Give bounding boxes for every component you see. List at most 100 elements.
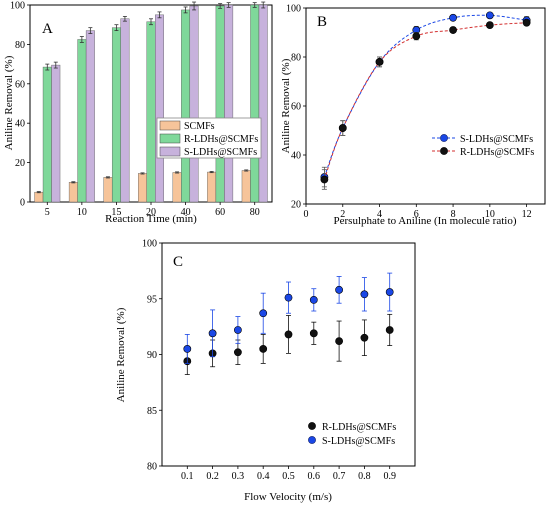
a-err-s2-0 — [53, 61, 58, 69]
c-point-s1-7 — [360, 290, 369, 299]
b-point-s1-1 — [338, 124, 347, 132]
a-bar-s0-4 — [172, 172, 182, 203]
a-err-s0-2 — [105, 176, 110, 179]
a-ytick-label-5: 100 — [10, 1, 25, 12]
a-bar-s1-3 — [146, 21, 156, 203]
panel-b-xlabel: Persulphate to Aniline (In molecule rati… — [334, 215, 517, 227]
a-err-s0-1 — [71, 181, 76, 184]
c-point-s0-7 — [360, 333, 369, 342]
a-bar-s0-6 — [241, 170, 251, 203]
a-bar-s0-1 — [68, 182, 78, 203]
panel-a-label: A — [42, 21, 53, 37]
c-xtick-label-4: 0.5 — [282, 471, 295, 482]
c-point-s1-3 — [259, 309, 268, 318]
b-xtick-label-0: 0 — [304, 209, 309, 220]
b-xtick-label-3: 6 — [414, 209, 419, 220]
legend-label-s-ldhs-b: S-LDHs@SCMFs — [460, 134, 533, 145]
panel-b-axes: 0 2 4 6 8 10 12 20 40 60 80 100 — [286, 4, 532, 221]
a-err-s0-3 — [140, 172, 145, 175]
a-bar-s2-6 — [258, 4, 268, 203]
panel-c-series — [183, 272, 394, 375]
a-err-s2-2 — [122, 16, 127, 22]
a-bar-s2-1 — [85, 30, 95, 203]
legend-label-r-ldhs-c: R-LDHs@SCMFs — [322, 422, 396, 433]
c-xtick-label-2: 0.3 — [232, 471, 245, 482]
a-err-s1-2 — [114, 24, 119, 32]
c-point-s0-5 — [309, 329, 318, 338]
a-xtick-label-4: 40 — [181, 207, 191, 218]
panel-a-legend: SCMFs R-LDHs@SCMFs S-LDHs@SCMFs — [156, 117, 262, 159]
panel-b-frame — [305, 7, 546, 205]
a-bar-s2-0 — [51, 64, 61, 203]
legend-label-r-ldhs: R-LDHs@SCMFs — [184, 134, 258, 145]
b-ytick-label-0: 20 — [291, 200, 301, 211]
panel-b-label: B — [317, 14, 327, 30]
panel-c-ylabel: Aniline Removal (%) — [115, 307, 127, 402]
legend-swatch-s-ldhs — [159, 146, 181, 157]
b-xtick-label-5: 10 — [485, 209, 495, 220]
b-point-s1-3 — [412, 32, 421, 41]
b-point-s1-6 — [522, 18, 531, 27]
b-point-s0-5 — [485, 11, 494, 20]
b-ytick-label-3: 80 — [291, 53, 301, 64]
a-err-s1-4 — [183, 6, 188, 14]
legend-label-scmfs: SCMFs — [184, 121, 215, 132]
legend-label-s-ldhs-c: S-LDHs@SCMFs — [322, 436, 395, 447]
c-point-s1-2 — [233, 326, 242, 334]
a-err-s2-1 — [88, 27, 93, 34]
a-bar-s0-0 — [34, 191, 44, 203]
a-xtick-label-0: 5 — [45, 207, 50, 218]
a-ytick-label-3: 60 — [15, 79, 25, 90]
b-xtick-label-2: 4 — [377, 209, 382, 220]
b-xtick-label-4: 8 — [451, 209, 456, 220]
a-bar-s2-2 — [120, 18, 130, 203]
panel-a-axes: 0 20 40 60 80 100 5 10 15 20 40 60 80 — [10, 1, 260, 219]
a-err-s0-0 — [36, 191, 41, 194]
a-err-s0-4 — [175, 171, 180, 174]
c-xtick-label-5: 0.6 — [308, 471, 321, 482]
legend-marker-s-ldhs-c — [308, 436, 316, 444]
a-err-s0-6 — [244, 169, 249, 172]
panel-a-ylabel: Aniline Removal (%) — [3, 55, 15, 150]
a-bar-s1-1 — [77, 39, 87, 203]
c-point-s0-4 — [284, 330, 293, 339]
b-ytick-label-2: 60 — [291, 102, 301, 113]
a-err-s1-6 — [252, 2, 257, 8]
a-err-s2-4 — [192, 1, 197, 11]
legend-marker-s-ldhs-b — [440, 134, 448, 142]
a-xtick-label-5: 60 — [215, 207, 225, 218]
panel-b-ylabel: Aniline Removal (%) — [280, 58, 292, 153]
a-xtick-label-3: 20 — [146, 207, 156, 218]
c-ytick-label-2: 90 — [147, 350, 157, 361]
a-ytick-label-2: 40 — [15, 119, 25, 130]
panel-a-bars — [34, 1, 268, 203]
a-bar-s0-5 — [207, 171, 217, 203]
panel-c: C Flow Velocity (m/s) Aniline Removal (%… — [115, 239, 416, 503]
panel-b-legend: S-LDHs@SCMFs R-LDHs@SCMFs — [432, 134, 534, 158]
a-err-s2-5 — [226, 2, 231, 8]
a-err-s1-0 — [45, 63, 50, 71]
b-ytick-label-1: 40 — [291, 151, 301, 162]
a-ytick-label-4: 80 — [15, 40, 25, 51]
c-point-s0-3 — [259, 345, 268, 353]
panel-a-xlabel: Reaction Time (min) — [105, 213, 197, 225]
c-xtick-label-8: 0.9 — [383, 471, 396, 482]
b-point-s1-4 — [449, 26, 457, 34]
b-point-s1-2 — [375, 58, 384, 66]
c-ytick-label-4: 100 — [142, 239, 157, 250]
c-ytick-label-3: 95 — [147, 294, 157, 305]
c-ytick-label-0: 80 — [147, 462, 157, 473]
legend-label-r-ldhs-b: R-LDHs@SCMFs — [460, 147, 534, 158]
panel-b: B Persulphate to Aniline (In molecule ra… — [280, 4, 546, 227]
panel-c-xlabel: Flow Velocity (m/s) — [244, 491, 332, 503]
legend-marker-r-ldhs-b — [440, 147, 448, 155]
a-bar-s1-5 — [215, 5, 225, 203]
c-point-s0-2 — [233, 348, 242, 357]
a-xtick-label-1: 10 — [77, 207, 87, 218]
panel-b-series — [320, 11, 531, 190]
a-err-s2-6 — [261, 1, 266, 9]
c-point-s0-8 — [385, 326, 394, 334]
c-point-s0-6 — [335, 337, 343, 346]
c-point-s1-6 — [335, 285, 343, 294]
